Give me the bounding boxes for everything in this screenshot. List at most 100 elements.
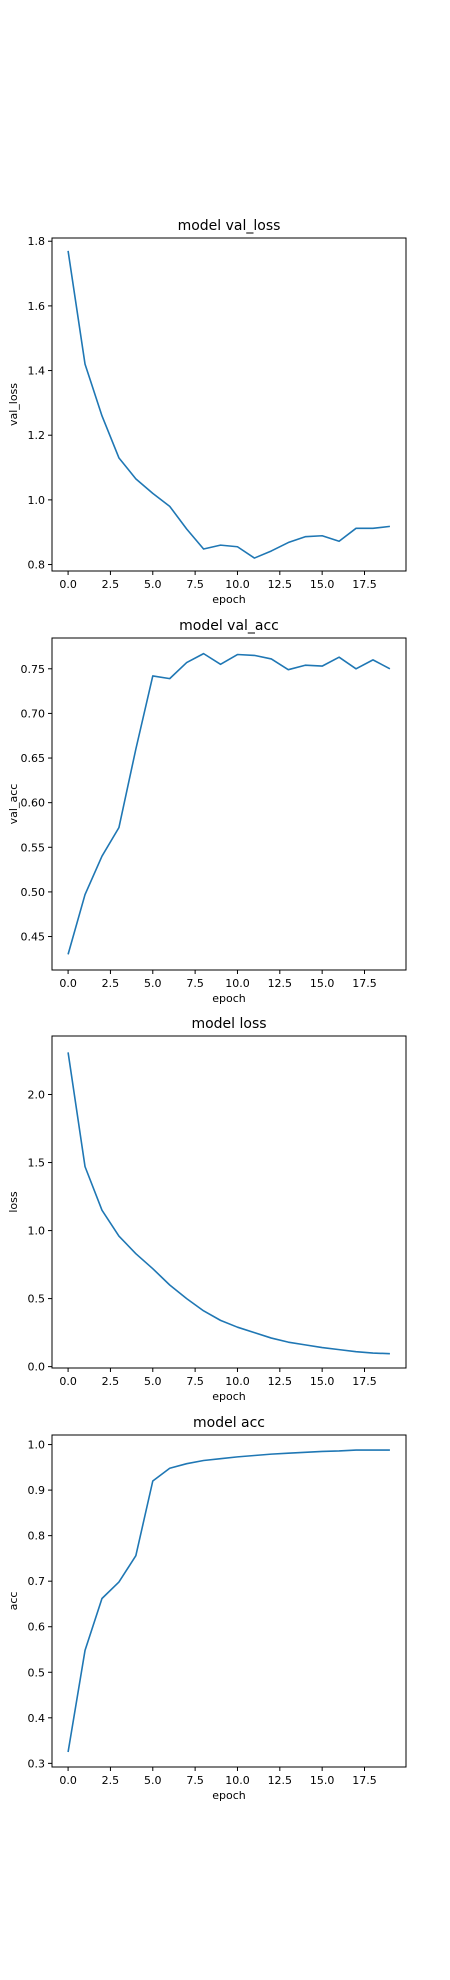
y-tick-label: 1.8	[28, 235, 46, 248]
axes-frame	[51, 237, 407, 572]
data-point	[389, 1449, 391, 1451]
data-point	[389, 526, 391, 528]
x-tick-label: 17.5	[352, 1774, 377, 1787]
data-point	[254, 655, 256, 657]
data-point	[186, 662, 188, 664]
y-tick-label: 1.0	[28, 1439, 46, 1452]
x-axis-label: epoch	[212, 992, 246, 1005]
x-tick-label: 12.5	[268, 1375, 293, 1388]
x-tick-label: 0.0	[59, 1774, 77, 1787]
axes-frame	[51, 1035, 407, 1369]
data-point	[304, 1344, 306, 1346]
data-point	[186, 1463, 188, 1465]
data-point	[169, 1284, 171, 1286]
y-tick-label: 1.5	[28, 1157, 46, 1170]
axes-frame	[51, 1434, 407, 1768]
data-point	[101, 1209, 103, 1211]
data-point	[135, 1253, 137, 1255]
x-tick-label: 5.0	[144, 578, 162, 591]
data-point	[389, 668, 391, 670]
data-point	[338, 540, 340, 542]
data-point	[372, 528, 374, 530]
data-point	[220, 664, 222, 666]
data-point	[118, 827, 120, 829]
data-point	[152, 1480, 154, 1482]
data-point	[101, 855, 103, 857]
data-point	[355, 668, 357, 670]
data-point	[321, 1347, 323, 1349]
data-point	[67, 1751, 69, 1753]
data-point	[237, 654, 239, 656]
y-tick-label: 1.4	[28, 365, 46, 378]
y-tick-label: 0.45	[21, 931, 46, 944]
y-tick-label: 0.0	[28, 1361, 46, 1374]
y-tick-label: 1.6	[28, 300, 46, 313]
y-tick-label: 0.6	[28, 1621, 46, 1634]
y-tick-label: 0.75	[21, 663, 46, 676]
series-line	[67, 250, 391, 559]
subplot-4: model acc 0.0 2.5 5.0 7.5 10.0 12.5 15.0 17.5 0.3…	[7, 1415, 407, 1802]
chart-title: model val_acc	[179, 618, 279, 634]
x-axis-label: epoch	[212, 593, 246, 606]
y-tick-label: 0.65	[21, 752, 46, 765]
data-point	[271, 1453, 273, 1455]
y-tick-label: 0.70	[21, 707, 46, 720]
data-point	[321, 665, 323, 667]
x-axis-label: epoch	[212, 1390, 246, 1403]
data-point	[84, 363, 86, 365]
x-tick-label: 5.0	[144, 977, 162, 990]
data-point	[186, 528, 188, 530]
y-tick-label: 0.8	[28, 1530, 46, 1543]
data-point	[287, 1452, 289, 1454]
y-tick-label: 1.2	[28, 429, 46, 442]
x-tick-label: 12.5	[268, 977, 293, 990]
data-point	[237, 546, 239, 548]
data-point	[135, 1555, 137, 1557]
data-point	[355, 1351, 357, 1353]
data-point	[118, 457, 120, 459]
y-tick-label: 1.0	[28, 1225, 46, 1238]
data-point	[135, 478, 137, 480]
data-point	[203, 653, 205, 655]
data-point	[152, 675, 154, 677]
series-line	[67, 1449, 390, 1753]
data-point	[169, 506, 171, 508]
data-point	[372, 1449, 374, 1451]
y-tick-label: 0.8	[28, 559, 46, 572]
data-point	[84, 1166, 86, 1168]
data-point	[118, 1235, 120, 1237]
x-tick-label: 10.0	[225, 977, 250, 990]
data-point	[101, 1598, 103, 1600]
x-tick-label: 7.5	[186, 977, 204, 990]
series-line	[67, 652, 391, 955]
data-point	[135, 748, 137, 750]
data-point	[203, 1460, 205, 1462]
x-tick-label: 15.0	[310, 578, 335, 591]
data-point	[169, 1467, 171, 1469]
data-point	[203, 1310, 205, 1312]
y-tick-label: 0.50	[21, 886, 46, 899]
data-point	[287, 1341, 289, 1343]
x-tick-label: 10.0	[225, 1774, 250, 1787]
x-tick-label: 17.5	[352, 977, 377, 990]
x-tick-label: 0.0	[59, 578, 77, 591]
x-tick-label: 2.5	[102, 578, 120, 591]
x-tick-label: 7.5	[186, 1375, 204, 1388]
data-point	[271, 658, 273, 660]
data-point	[67, 250, 69, 252]
y-tick-label: 0.5	[28, 1293, 46, 1306]
x-tick-label: 2.5	[102, 1375, 120, 1388]
x-axis-label: epoch	[212, 1789, 246, 1802]
x-tick-label: 2.5	[102, 977, 120, 990]
axes-frame	[51, 637, 407, 971]
series-line	[67, 1052, 390, 1355]
x-tick-label: 5.0	[144, 1375, 162, 1388]
x-tick-label: 12.5	[268, 578, 293, 591]
data-point	[321, 535, 323, 537]
data-point	[237, 1326, 239, 1328]
data-point	[152, 1268, 154, 1270]
data-point	[304, 664, 306, 666]
data-point	[304, 1452, 306, 1454]
